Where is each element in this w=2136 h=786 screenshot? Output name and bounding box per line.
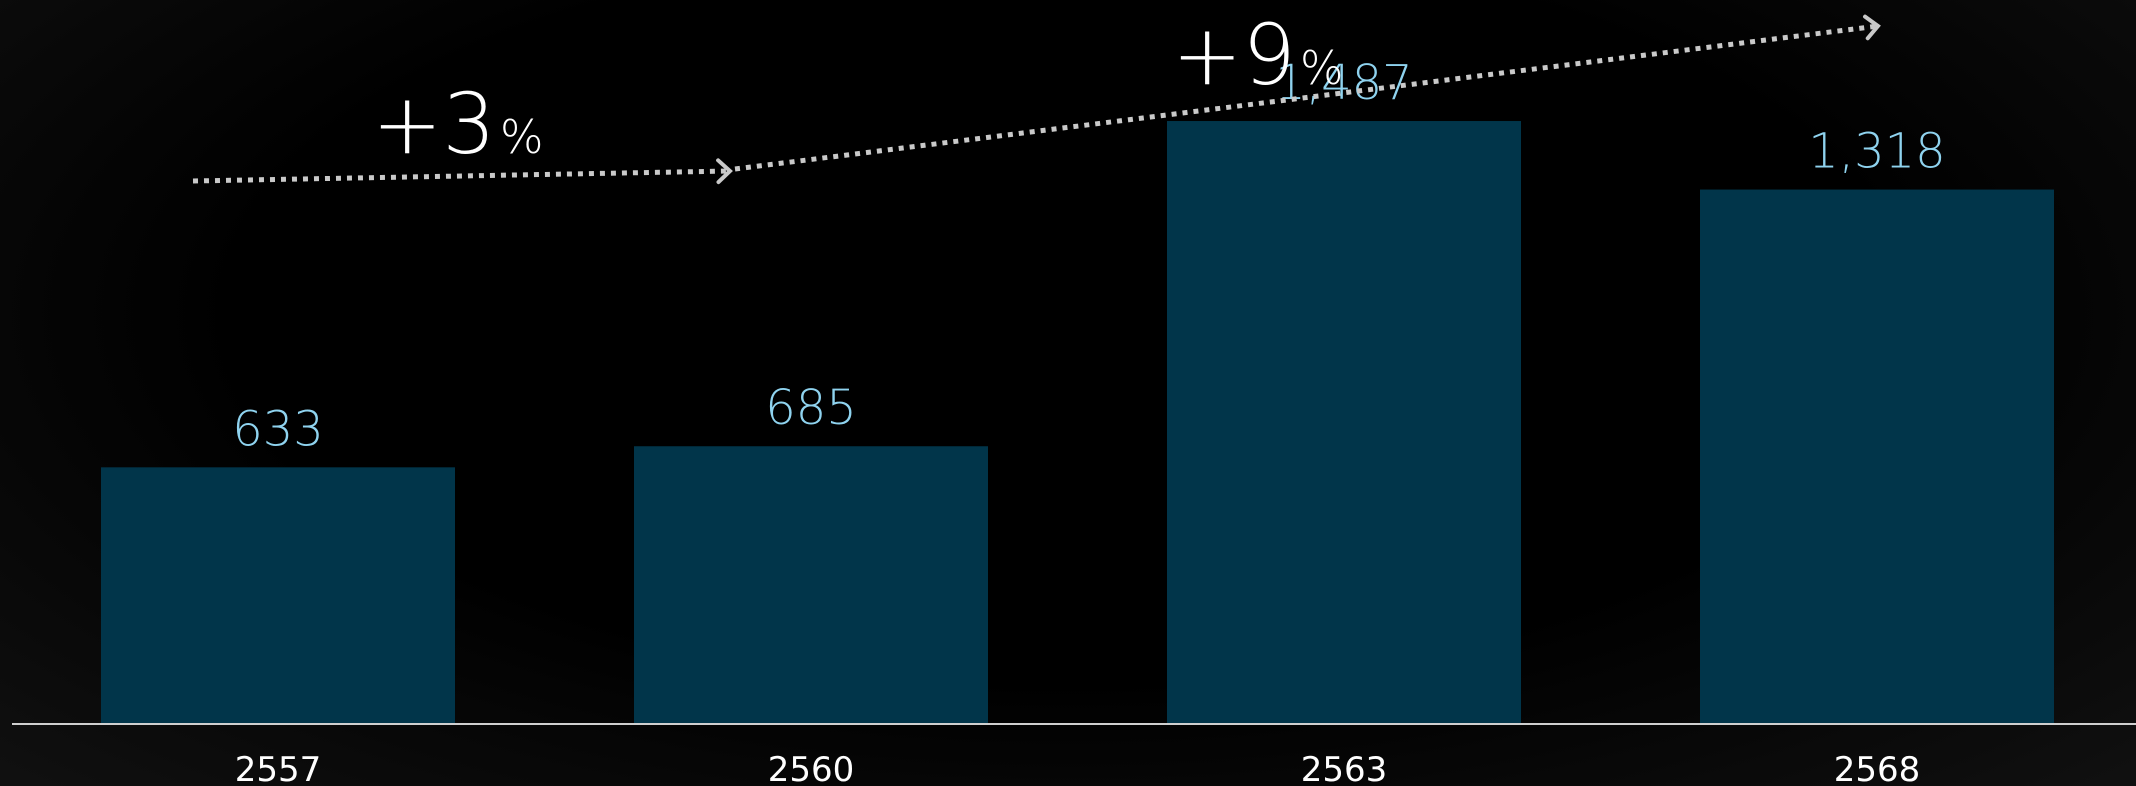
growth-unit-1: % bbox=[500, 110, 544, 164]
value-label-2557: 633 bbox=[232, 401, 324, 457]
tick-label-2560: 2560 bbox=[768, 750, 855, 786]
bar-2560 bbox=[634, 446, 988, 724]
growth-arrow-2 bbox=[734, 23, 1879, 172]
arrow-head-1 bbox=[716, 158, 733, 185]
growth-label-2: +9% bbox=[1172, 6, 1344, 104]
value-labels: 633 685 1,487 1,318 bbox=[232, 55, 1946, 457]
tick-label-2563: 2563 bbox=[1301, 750, 1388, 786]
growth-number-1: +3 bbox=[372, 75, 496, 173]
growth-number-2: +9 bbox=[1172, 6, 1296, 104]
arrow-head-2 bbox=[1863, 14, 1881, 41]
bars bbox=[101, 121, 2054, 725]
growth-arrow-1 bbox=[192, 168, 731, 184]
bar-2568 bbox=[1700, 189, 2054, 724]
growth-label-1: +3% bbox=[372, 75, 544, 173]
growth-annotations: +3%+9% bbox=[192, 6, 1881, 185]
x-axis-tick-labels: 2557 2560 2563 2568 bbox=[235, 750, 1921, 786]
growth-unit-2: % bbox=[1300, 41, 1344, 95]
value-label-2563: 1,487 bbox=[1275, 55, 1412, 111]
tick-label-2568: 2568 bbox=[1834, 750, 1921, 786]
value-label-2568: 1,318 bbox=[1808, 124, 1945, 180]
tick-label-2557: 2557 bbox=[235, 750, 322, 786]
bar-2563 bbox=[1167, 121, 1521, 725]
value-label-2560: 685 bbox=[765, 380, 857, 436]
bar-2557 bbox=[101, 467, 455, 724]
